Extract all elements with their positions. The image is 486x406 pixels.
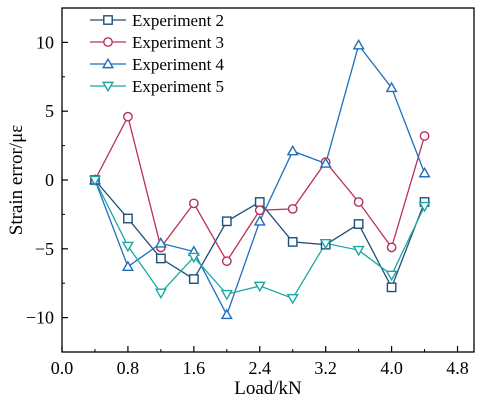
- series-line-experiment-2: [94, 179, 426, 289]
- x-tick-label: 4.0: [380, 358, 403, 378]
- x-tick-label: 4.8: [446, 358, 469, 378]
- legend-marker: [101, 81, 115, 93]
- data-point-experiment-3: [254, 205, 265, 216]
- data-point-experiment-3: [287, 203, 298, 214]
- data-point-experiment-4: [418, 166, 431, 178]
- legend-label: Experiment 5: [132, 77, 224, 96]
- data-point-experiment-5: [352, 245, 365, 257]
- legend-label: Experiment 4: [132, 55, 225, 74]
- data-point-experiment-2: [123, 213, 133, 224]
- data-point-experiment-5: [220, 289, 233, 301]
- data-point-experiment-4: [154, 237, 167, 248]
- data-point-experiment-4: [286, 144, 299, 156]
- data-point-experiment-5: [418, 201, 431, 213]
- data-point-experiment-3: [188, 198, 199, 209]
- legend-label: Experiment 3: [132, 33, 224, 52]
- data-point-experiment-5: [154, 288, 167, 300]
- data-point-experiment-3: [123, 111, 133, 122]
- x-axis-title: Load/kN: [234, 378, 302, 399]
- data-point-experiment-2: [221, 216, 232, 227]
- x-tick-label: 2.4: [249, 358, 272, 378]
- data-point-experiment-4: [319, 157, 332, 168]
- data-point-experiment-2: [353, 219, 364, 229]
- data-point-experiment-5: [121, 241, 134, 253]
- x-tick-label: 0.8: [117, 358, 140, 378]
- y-tick-label: 5: [45, 101, 54, 121]
- data-point-experiment-3: [419, 131, 430, 141]
- y-tick-label: −10: [26, 308, 54, 328]
- data-point-experiment-5: [385, 270, 398, 282]
- data-point-experiment-4: [121, 260, 134, 272]
- data-point-experiment-5: [319, 238, 332, 250]
- data-point-experiment-3: [386, 242, 397, 253]
- data-point-experiment-2: [287, 237, 298, 247]
- data-point-experiment-3: [353, 197, 364, 207]
- legend-marker: [101, 57, 115, 69]
- data-point-experiment-2: [386, 282, 397, 293]
- y-tick-label: −5: [35, 239, 54, 259]
- data-point-experiment-4: [253, 215, 266, 226]
- legend-label: Experiment 2: [132, 11, 224, 30]
- data-point-experiment-2: [254, 197, 265, 207]
- data-point-experiment-5: [253, 281, 266, 293]
- data-point-experiment-4: [352, 38, 365, 50]
- legend-marker: [103, 37, 113, 47]
- y-tick-label: 0: [45, 170, 54, 190]
- x-tick-label: 0.0: [51, 358, 74, 378]
- data-point-experiment-3: [221, 256, 232, 267]
- y-axis-title: Strain error/με: [6, 125, 27, 236]
- x-tick-label: 1.6: [183, 358, 206, 378]
- legend-marker: [103, 15, 113, 25]
- series-line-experiment-3: [94, 114, 426, 263]
- data-point-experiment-4: [385, 81, 398, 93]
- data-point-experiment-5: [187, 252, 200, 264]
- data-point-experiment-2: [155, 253, 166, 264]
- y-tick-label: 10: [36, 32, 54, 52]
- data-point-experiment-2: [188, 274, 199, 284]
- data-point-experiment-5: [286, 294, 299, 305]
- data-point-experiment-5: [88, 175, 101, 187]
- x-tick-label: 3.2: [314, 358, 337, 378]
- data-point-experiment-4: [220, 308, 233, 320]
